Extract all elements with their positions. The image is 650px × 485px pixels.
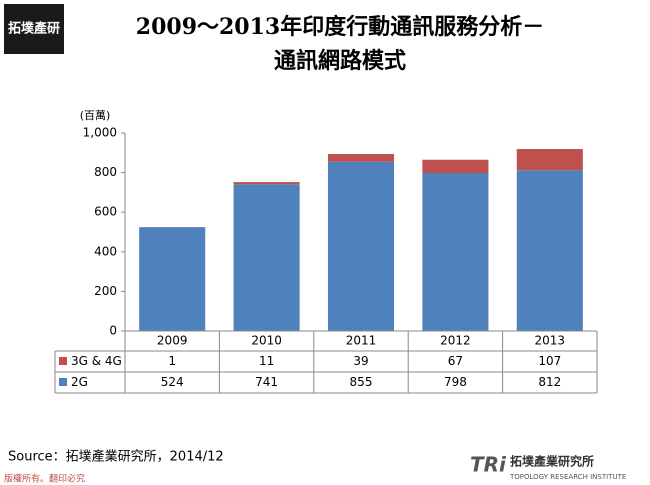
y-tick-label: 600 <box>94 205 117 219</box>
x-tick-label: 2010 <box>251 334 282 348</box>
table-value: 67 <box>448 354 463 368</box>
logo-text: 拓墣產研 <box>8 21 60 37</box>
brand-name: 拓墣產業研究所 <box>510 454 594 469</box>
y-tick-label: 800 <box>94 165 117 179</box>
bar <box>516 149 583 171</box>
y-tick-label: 400 <box>94 244 117 258</box>
y-tick-label: 200 <box>94 284 117 298</box>
bar <box>233 184 300 331</box>
brand-en: TOPOLOGY RESEARCH INSTITUTE <box>509 473 626 481</box>
table-value: 741 <box>255 375 278 389</box>
bar <box>422 172 489 331</box>
bar <box>139 227 206 331</box>
footer-bg <box>0 474 130 485</box>
bar <box>422 159 489 173</box>
copyright: 版權所有。翻印必究 <box>4 473 85 485</box>
legend-swatch <box>59 357 67 365</box>
x-tick-label: 2012 <box>440 334 471 348</box>
x-tick-label: 2011 <box>346 334 377 348</box>
source: Source：拓墣產業研究所，2014/12 <box>8 449 224 465</box>
y-tick-label: 1,000 <box>83 126 117 140</box>
table-value: 812 <box>538 375 561 389</box>
legend-label: 3G & 4G <box>71 354 122 368</box>
brand-short: TRi <box>470 453 507 477</box>
table-value: 524 <box>161 375 184 389</box>
table-value: 1 <box>168 354 176 368</box>
x-tick-label: 2009 <box>157 334 188 348</box>
y-unit: (百萬) <box>80 109 111 122</box>
legend-swatch <box>59 378 67 386</box>
table-value: 39 <box>353 354 368 368</box>
chart-subtitle: 通訊網路模式 <box>274 48 406 74</box>
bar <box>233 182 300 185</box>
table-value: 11 <box>259 354 274 368</box>
x-tick-label: 2013 <box>535 334 566 348</box>
bar <box>327 161 395 331</box>
table-value: 798 <box>444 375 467 389</box>
chart-title: 2009～2013年印度行動通訊服務分析－ <box>136 14 544 40</box>
y-tick-label: 0 <box>109 324 117 338</box>
table-value: 855 <box>350 375 373 389</box>
bar <box>516 170 583 331</box>
bar <box>327 153 395 162</box>
logo-box <box>4 4 64 54</box>
legend-label: 2G <box>71 375 88 389</box>
table-value: 107 <box>538 354 561 368</box>
